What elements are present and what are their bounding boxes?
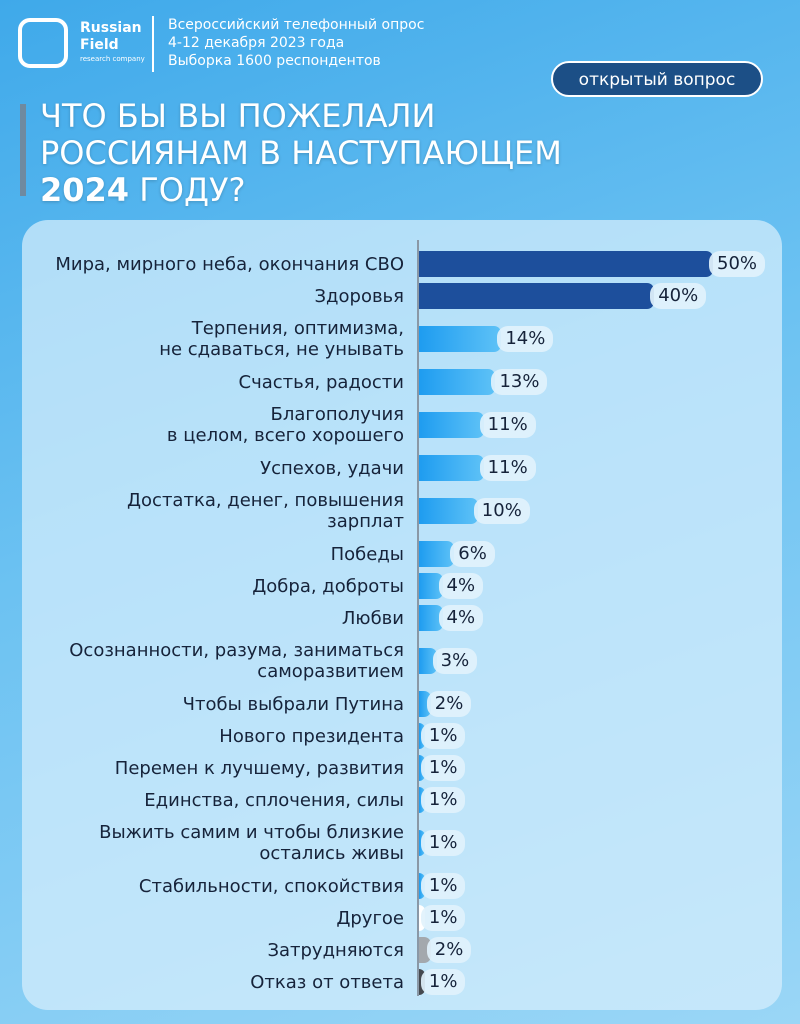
bar bbox=[419, 648, 437, 674]
title-line: ГОДУ? bbox=[139, 171, 246, 209]
logo-icon bbox=[18, 18, 68, 68]
value-label: 50% bbox=[709, 251, 766, 277]
bar bbox=[419, 455, 484, 481]
category-label: Благополучия в целом, всего хорошего bbox=[166, 404, 404, 446]
value-label: 1% bbox=[420, 873, 466, 899]
category-label: Затрудняются bbox=[267, 939, 404, 961]
survey-info: Всероссийский телефонный опрос 4-12 дека… bbox=[168, 16, 424, 70]
bar bbox=[419, 251, 713, 277]
title: ЧТО БЫ ВЫ ПОЖЕЛАЛИ РОССИЯНАМ В НАСТУПАЮЩ… bbox=[40, 98, 562, 209]
category-label: Мира, мирного неба, окончания СВО bbox=[55, 253, 404, 275]
bar bbox=[419, 691, 431, 717]
value-label: 1% bbox=[420, 723, 466, 749]
category-label: Единства, сплочения, силы bbox=[144, 789, 404, 811]
value-label: 1% bbox=[420, 787, 466, 813]
survey-line: Выборка 1600 респондентов bbox=[168, 53, 381, 69]
category-label: Отказ от ответа bbox=[250, 971, 404, 993]
bar bbox=[419, 541, 455, 567]
value-label: 11% bbox=[479, 412, 536, 438]
category-label: Другое bbox=[336, 907, 404, 929]
value-label: 1% bbox=[420, 969, 466, 995]
category-label: Победы bbox=[330, 543, 404, 565]
value-label: 6% bbox=[450, 541, 495, 567]
value-label: 14% bbox=[497, 326, 554, 352]
value-label: 4% bbox=[438, 573, 484, 599]
category-label: Терпения, оптимизма, не сдаваться, не ун… bbox=[159, 318, 404, 360]
logo-line: Russian bbox=[80, 20, 142, 36]
survey-line: Всероссийский телефонный опрос bbox=[168, 17, 425, 33]
badge: открытый вопрос bbox=[551, 61, 763, 97]
title-line: РОССИЯНАМ В НАСТУПАЮЩЕМ bbox=[40, 134, 562, 172]
value-label: 10% bbox=[473, 498, 530, 524]
logo-line: Field bbox=[80, 37, 119, 53]
value-label: 4% bbox=[438, 605, 484, 631]
value-label: 1% bbox=[420, 755, 466, 781]
divider bbox=[152, 16, 154, 72]
value-label: 11% bbox=[479, 455, 536, 481]
bar bbox=[419, 498, 478, 524]
value-label: 2% bbox=[426, 937, 472, 963]
bar bbox=[419, 937, 431, 963]
category-label: Здоровья bbox=[314, 285, 404, 307]
value-label: 1% bbox=[420, 830, 466, 856]
title-accent bbox=[20, 104, 26, 196]
category-label: Любви bbox=[341, 607, 404, 629]
bar bbox=[419, 369, 496, 395]
category-label: Стабильности, спокойствия bbox=[138, 875, 404, 897]
title-year: 2024 bbox=[40, 171, 130, 209]
category-label: Нового президента bbox=[219, 725, 404, 747]
category-label: Успехов, удачи bbox=[260, 457, 404, 479]
bar bbox=[419, 573, 443, 599]
category-label: Счастья, радости bbox=[238, 371, 405, 393]
category-label: Чтобы выбрали Путина bbox=[182, 693, 404, 715]
category-label: Осознанности, разума, заниматься самораз… bbox=[69, 640, 404, 682]
value-label: 1% bbox=[420, 905, 466, 931]
category-label: Добра, доброты bbox=[252, 575, 404, 597]
logo-text: Russian Field research company bbox=[80, 20, 145, 64]
category-label: Перемен к лучшему, развития bbox=[114, 757, 404, 779]
bar bbox=[419, 605, 443, 631]
axis-line bbox=[417, 240, 419, 996]
value-label: 13% bbox=[491, 369, 548, 395]
category-label: Выжить самим и чтобы близкие остались жи… bbox=[99, 822, 404, 864]
category-label: Достатка, денег, повышения зарплат bbox=[126, 490, 404, 532]
value-label: 40% bbox=[650, 283, 707, 309]
survey-line: 4-12 декабря 2023 года bbox=[168, 35, 345, 51]
bar bbox=[419, 412, 484, 438]
title-line: ЧТО БЫ ВЫ ПОЖЕЛАЛИ bbox=[40, 97, 436, 135]
panel bbox=[22, 220, 782, 1010]
bar bbox=[419, 283, 655, 309]
bar bbox=[419, 326, 502, 352]
value-label: 3% bbox=[432, 648, 478, 674]
logo-sub: research company bbox=[80, 55, 145, 63]
value-label: 2% bbox=[426, 691, 472, 717]
